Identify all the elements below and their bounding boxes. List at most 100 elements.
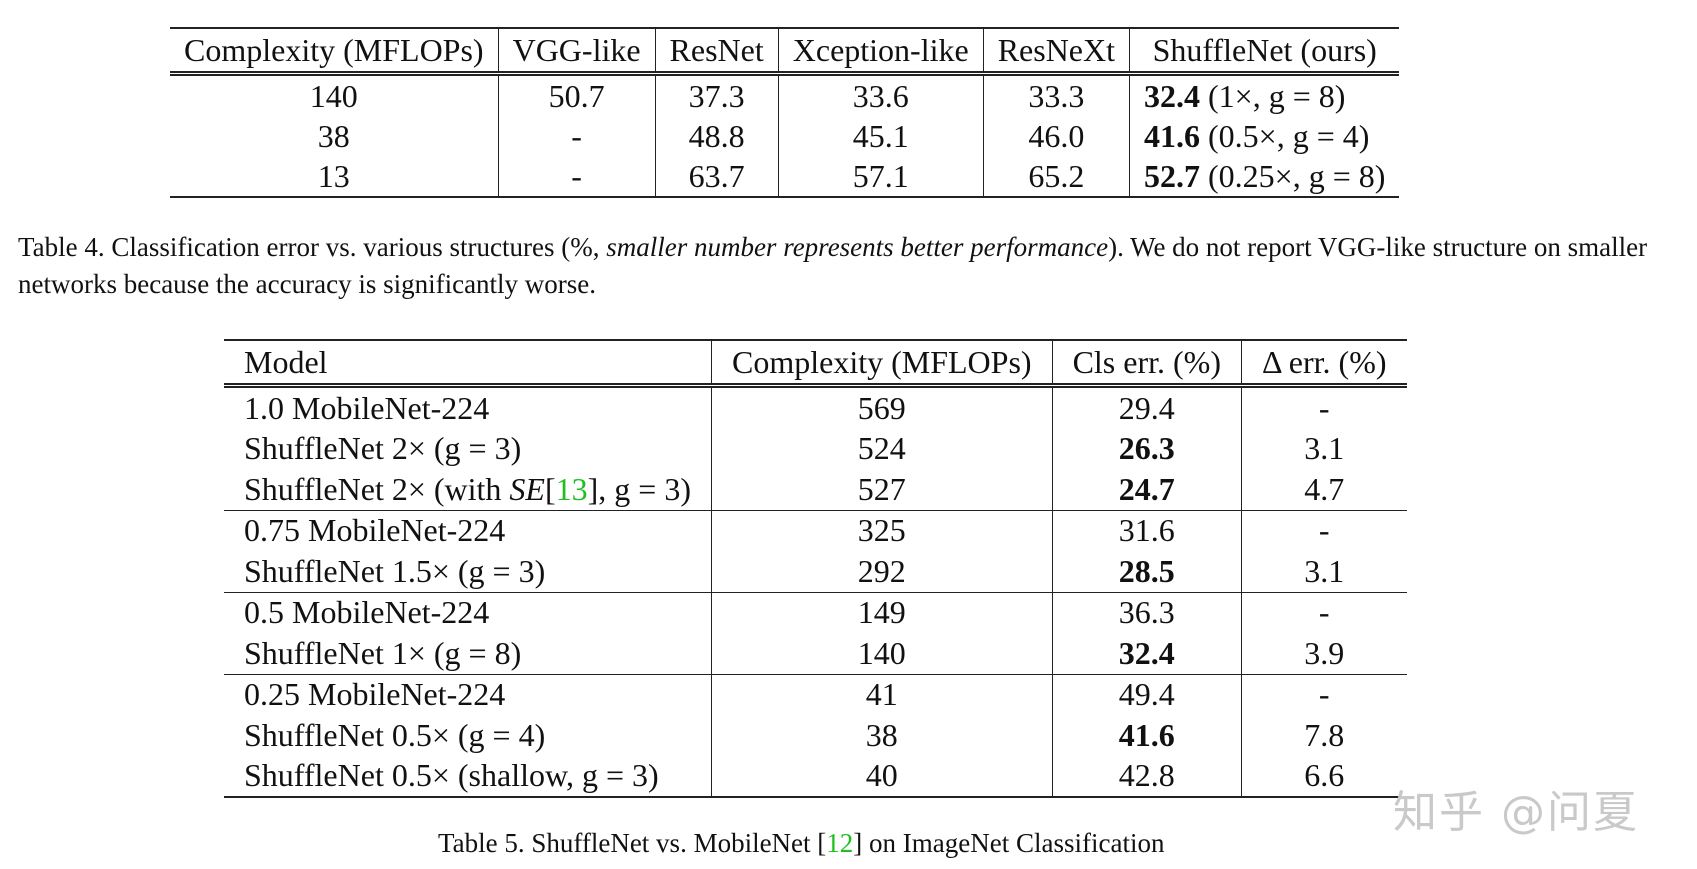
t5-cell-delta-err: - [1240, 673, 1407, 715]
t5-cell-complexity: 40 [710, 755, 1053, 798]
t5-model-bracket-open: [ [544, 470, 556, 507]
table-row: ShuffleNet 1.5× (g = 3) 292 28.5 3.1 [224, 551, 1407, 592]
citation-link-12[interactable]: 12 [826, 828, 854, 858]
table-row: ShuffleNet 0.5× (g = 4) 38 41.6 7.8 [224, 715, 1407, 756]
t4-header-resnext: ResNeXt [982, 27, 1130, 76]
t5-header-model: Model [224, 339, 712, 388]
t4-shufflenet-note: (0.25×, g = 8) [1208, 157, 1386, 194]
t5-header-delta-err: Δ err. (%) [1240, 339, 1407, 388]
t4-shufflenet-value: 41.6 [1144, 117, 1200, 154]
t5-cell-model: 0.5 MobileNet-224 [224, 591, 712, 633]
t4-header-shufflenet: ShuffleNet (ours) [1129, 27, 1400, 76]
t4-cell-complexity: 38 [317, 117, 350, 154]
t4-cell-shufflenet: 32.4 (1×, g = 8) [1129, 73, 1400, 116]
t4-header-xception: Xception-like [777, 27, 984, 76]
t4-header-resnet: ResNet [654, 27, 779, 76]
table-row: ShuffleNet 2× (with SE[13], g = 3) 527 2… [224, 469, 1407, 510]
t5-cell-delta-err: 6.6 [1240, 755, 1407, 798]
t5-cell-complexity: 325 [710, 509, 1053, 551]
table-4-header-row: Complexity (MFLOPs) VGG-like ResNet Xcep… [170, 27, 1400, 76]
t4-cell-vgg: - [497, 156, 656, 198]
t5-model-text: , g = 3) [598, 470, 691, 507]
t5-cell-cls-err: 41.6 [1051, 715, 1242, 756]
t5-cell-model: 1.0 MobileNet-224 [244, 389, 490, 426]
t4-shufflenet-value: 32.4 [1144, 77, 1200, 114]
t5-model-bracket-close: ] [587, 470, 599, 507]
table-4: Complexity (MFLOPs) VGG-like ResNet Xcep… [170, 27, 1400, 198]
t5-cell-model: 0.75 MobileNet-224 [224, 509, 712, 551]
t5-cell-cls-err: 36.3 [1051, 591, 1242, 633]
table-row: ShuffleNet 0.5× (shallow, g = 3) 40 42.8… [224, 755, 1407, 798]
t5-cell-cls-err: 26.3 [1051, 428, 1242, 469]
t4-shufflenet-value: 52.7 [1144, 157, 1200, 194]
t4-cell-complexity: 140 [309, 77, 358, 114]
table-5-caption: Table 5. ShuffleNet vs. MobileNet [12] o… [438, 825, 1164, 862]
t5-cell-delta-err: 4.7 [1240, 469, 1407, 510]
t5-cell-complexity: 38 [710, 715, 1053, 756]
t4-cell-complexity: 13 [170, 156, 499, 198]
table-4-caption: Table 4. Classification error vs. variou… [18, 229, 1688, 303]
t5-cell-complexity: 569 [710, 385, 1053, 429]
t4-cell-resnext: 46.0 [982, 116, 1130, 156]
t5-cell-delta-err: 3.1 [1240, 551, 1407, 592]
t5-model-se: SE [509, 470, 545, 507]
caption-4-suffix: ). We do not report VGG-like structure o… [18, 232, 1648, 299]
t5-cell-delta-err: 7.8 [1240, 715, 1407, 756]
caption-4-prefix: Table 4. Classification error vs. variou… [18, 232, 607, 262]
t5-cell-delta-err: 3.1 [1240, 428, 1407, 469]
t4-shufflenet-note: (1×, g = 8) [1208, 77, 1346, 114]
t4-header-vgg: VGG-like [497, 27, 656, 76]
t4-cell-resnet: 37.3 [654, 73, 779, 116]
t4-shufflenet-note: (0.5×, g = 4) [1208, 117, 1370, 154]
t5-cell-complexity: 41 [710, 673, 1053, 715]
t4-cell-shufflenet: 52.7 (0.25×, g = 8) [1129, 156, 1400, 198]
t5-cell-model: ShuffleNet 2× (with SE[13], g = 3) [224, 469, 711, 510]
t5-cell-complexity: 524 [710, 428, 1053, 469]
caption-5-suffix: ] on ImageNet Classification [853, 828, 1165, 858]
table-5-header-row: Model Complexity (MFLOPs) Cls err. (%) Δ… [224, 339, 1407, 388]
t4-cell-xception: 45.1 [777, 116, 984, 156]
table-row: ShuffleNet 1× (g = 8) 140 32.4 3.9 [224, 633, 1407, 674]
t5-cell-delta-err: - [1240, 591, 1407, 633]
t4-cell-xception: 33.6 [777, 73, 984, 116]
t5-cell-cls-err: 42.8 [1051, 755, 1242, 798]
caption-4-italic: smaller number represents better perform… [606, 232, 1109, 262]
t5-cell-cls-err: 29.4 [1051, 385, 1242, 429]
t4-cell-shufflenet: 41.6 (0.5×, g = 4) [1129, 116, 1400, 156]
t5-cell-cls-err: 32.4 [1051, 633, 1242, 674]
table-row: 0.75 MobileNet-224 325 31.6 - [224, 509, 1407, 551]
t4-cell-resnext: 33.3 [982, 73, 1130, 116]
table-row: 140 50.7 37.3 33.6 33.3 32.4 (1×, g = 8) [170, 73, 1400, 116]
t5-cell-cls-err: 24.7 [1051, 469, 1242, 510]
t5-header-cls-err: Cls err. (%) [1051, 339, 1242, 388]
t5-cell-complexity: 292 [710, 551, 1053, 592]
t4-cell-resnet: 48.8 [654, 116, 779, 156]
t5-cell-complexity: 149 [710, 591, 1053, 633]
caption-5-prefix: Table 5. ShuffleNet vs. MobileNet [ [438, 828, 827, 858]
table-row: 38 - 48.8 45.1 46.0 41.6 (0.5×, g = 4) [170, 116, 1400, 156]
table-row: 0.25 MobileNet-224 41 49.4 - [224, 673, 1407, 715]
t4-cell-resnet: 63.7 [654, 156, 779, 198]
t5-cell-model: ShuffleNet 1.5× (g = 3) [244, 552, 546, 589]
t5-cell-complexity: 140 [710, 633, 1053, 674]
t4-cell-xception: 57.1 [777, 156, 984, 198]
t5-cell-cls-err: 28.5 [1051, 551, 1242, 592]
citation-link-13[interactable]: 13 [555, 470, 588, 507]
t5-cell-model: ShuffleNet 1× (g = 8) [244, 634, 522, 671]
t4-cell-vgg: 50.7 [497, 73, 656, 116]
t5-model-text: ShuffleNet 2× (with [244, 470, 510, 507]
t5-cell-cls-err: 31.6 [1051, 509, 1242, 551]
t5-cell-delta-err: - [1240, 385, 1407, 429]
t4-cell-vgg: - [497, 116, 656, 156]
t5-cell-model: ShuffleNet 0.5× (g = 4) [244, 716, 546, 753]
t5-cell-model: ShuffleNet 2× (g = 3) [244, 430, 522, 467]
t5-cell-model: 0.25 MobileNet-224 [224, 673, 712, 715]
watermark: 知乎 @问夏 [1393, 787, 1639, 838]
t5-cell-delta-err: - [1240, 509, 1407, 551]
t5-cell-model: ShuffleNet 0.5× (shallow, g = 3) [224, 755, 712, 798]
table-row: ShuffleNet 2× (g = 3) 524 26.3 3.1 [224, 428, 1407, 469]
t5-header-complexity: Complexity (MFLOPs) [710, 339, 1053, 388]
table-5: Model Complexity (MFLOPs) Cls err. (%) Δ… [224, 339, 1407, 798]
t4-header-complexity: Complexity (MFLOPs) [170, 27, 499, 76]
table-row: 13 - 63.7 57.1 65.2 52.7 (0.25×, g = 8) [170, 156, 1400, 198]
